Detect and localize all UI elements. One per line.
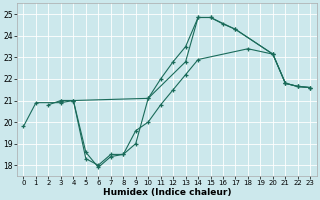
X-axis label: Humidex (Indice chaleur): Humidex (Indice chaleur): [103, 188, 231, 197]
